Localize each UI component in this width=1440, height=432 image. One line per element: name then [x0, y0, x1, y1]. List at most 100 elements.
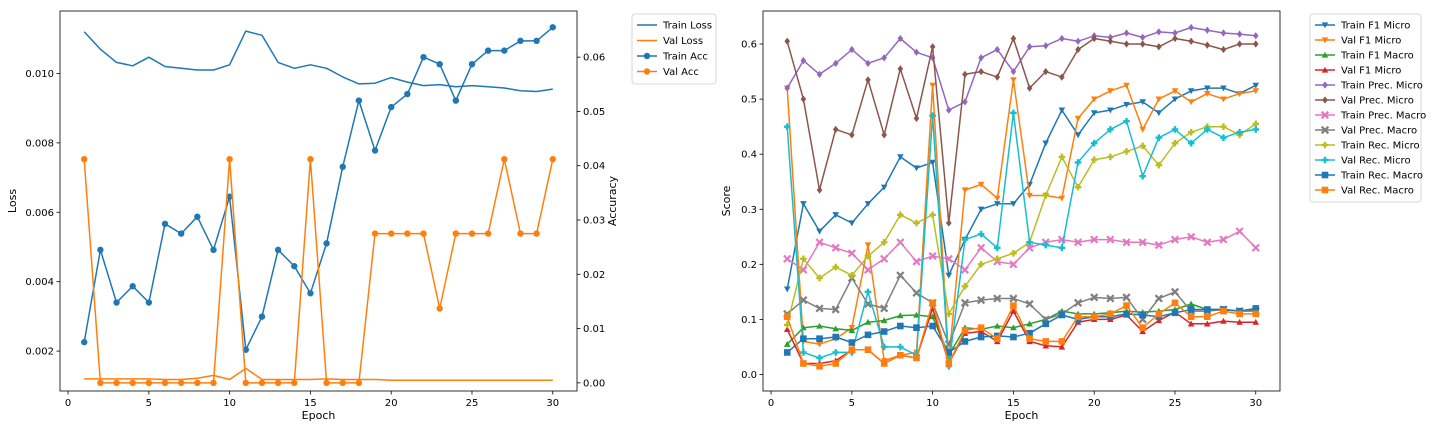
legend-label: Train F1 Macro	[1340, 51, 1414, 62]
data-point	[880, 239, 888, 246]
data-point	[1042, 67, 1049, 76]
data-point	[863, 265, 873, 274]
data-point	[783, 286, 791, 293]
data-point	[1123, 310, 1130, 318]
data-point	[929, 211, 936, 219]
data-point	[1220, 307, 1227, 315]
series-val-rec-macro	[783, 299, 1260, 370]
data-point	[945, 272, 953, 279]
data-point	[993, 244, 1001, 252]
data-point	[960, 298, 970, 307]
data-point	[977, 296, 986, 305]
data-point	[1236, 318, 1243, 325]
data-point	[533, 37, 540, 45]
data-point	[533, 230, 540, 237]
data-point	[1138, 238, 1147, 247]
data-point	[501, 156, 508, 163]
data-point	[355, 97, 363, 104]
legend-box	[631, 13, 717, 85]
data-point	[1026, 320, 1033, 327]
data-point	[549, 156, 556, 163]
data-point	[1010, 34, 1017, 43]
data-point	[1220, 85, 1227, 92]
chart-panel-2: 0 5 10 15 20 25 30 0.0 0.1 0.2 0.3 0.4 0.5 0.6 Epoch Sc…	[720, 10, 1426, 422]
data-point	[816, 228, 823, 235]
legend-label: Val Rec. Macro	[1341, 186, 1414, 197]
data-point	[816, 322, 823, 329]
data-point	[848, 346, 856, 353]
data-point	[388, 230, 395, 237]
data-point	[1090, 156, 1098, 163]
legend-marker	[1321, 156, 1329, 164]
data-point	[848, 327, 856, 334]
data-point	[929, 299, 936, 307]
data-point	[928, 251, 937, 261]
data-point	[929, 313, 936, 320]
legend-marker	[1321, 171, 1329, 179]
series-line-val-prec-micro	[786, 37, 1256, 224]
data-point	[783, 326, 791, 332]
data-point	[1156, 43, 1162, 51]
data-point	[913, 219, 920, 227]
data-point	[800, 56, 807, 65]
data-point	[194, 379, 201, 387]
data-point	[896, 238, 905, 247]
data-point	[929, 322, 936, 330]
data-point	[1187, 320, 1195, 327]
data-point	[993, 294, 1002, 303]
y-tick-label: 0.3	[741, 205, 757, 216]
data-point	[962, 70, 968, 78]
data-point	[1236, 128, 1243, 136]
data-point	[339, 379, 346, 387]
data-point	[1010, 67, 1017, 76]
data-point	[307, 156, 314, 163]
data-point	[484, 230, 492, 237]
data-point	[1010, 77, 1017, 84]
data-point	[1139, 324, 1146, 331]
data-point	[1090, 96, 1098, 103]
data-point	[1075, 45, 1081, 54]
series-line-val-loss	[84, 367, 553, 381]
data-point	[961, 283, 969, 290]
data-point	[517, 230, 524, 237]
data-point	[993, 195, 1001, 202]
data-point	[177, 230, 185, 237]
data-point	[1155, 96, 1163, 103]
y-right-tick-label: 0.04	[583, 161, 605, 172]
y-right-axis-label: Accuracy	[606, 175, 619, 226]
data-point	[1091, 34, 1098, 43]
data-point	[549, 24, 556, 31]
data-point	[783, 254, 792, 263]
y-right-tick-label: 0.01	[583, 324, 605, 335]
data-point	[913, 324, 920, 331]
data-point	[1252, 32, 1259, 40]
data-point	[880, 317, 888, 324]
data-point	[994, 45, 1001, 54]
data-point	[832, 333, 840, 341]
data-point	[1026, 329, 1033, 337]
data-point	[339, 163, 346, 170]
data-point	[1154, 240, 1163, 250]
legend-marker	[1321, 37, 1329, 44]
data-point	[896, 271, 905, 280]
data-point	[1170, 235, 1180, 244]
data-point	[1236, 30, 1243, 38]
data-point	[1187, 128, 1195, 136]
data-point	[1220, 123, 1227, 130]
y-tick-label: 0.6	[741, 40, 757, 51]
data-point	[864, 242, 872, 249]
x-tick-label: 0	[65, 398, 71, 409]
data-point	[1139, 99, 1146, 106]
data-point	[1187, 306, 1195, 313]
data-point	[978, 54, 984, 62]
data-point	[913, 48, 920, 56]
data-point	[291, 262, 298, 270]
data-point	[1252, 310, 1260, 318]
data-point	[1252, 305, 1260, 312]
legend-label: Val Acc	[663, 67, 699, 78]
data-point	[831, 305, 840, 314]
data-point	[912, 257, 921, 266]
data-point	[1090, 235, 1099, 244]
data-point	[961, 338, 969, 345]
data-point	[355, 379, 363, 387]
